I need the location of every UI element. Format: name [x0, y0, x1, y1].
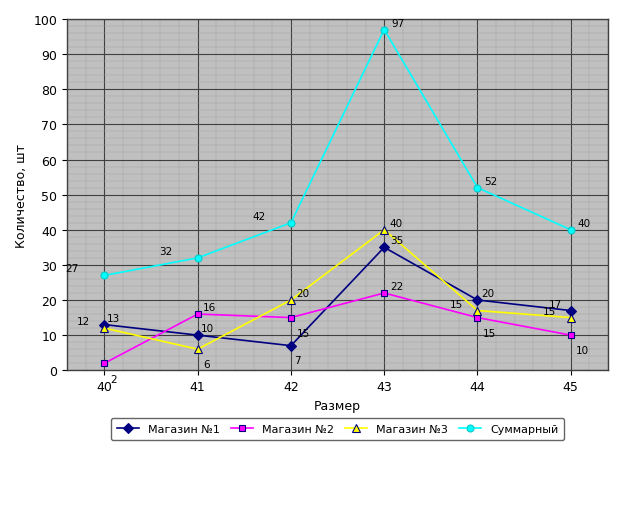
Магазин №3	[287, 297, 295, 304]
Магазин №1	[194, 332, 201, 338]
Text: 35: 35	[390, 236, 403, 246]
Legend: Магазин №1, Магазин №2, Магазин №3, Суммарный: Магазин №1, Магазин №2, Магазин №3, Сумм…	[111, 418, 564, 440]
Text: 12: 12	[77, 317, 90, 327]
Магазин №2	[381, 290, 388, 296]
Магазин №2	[473, 315, 481, 321]
Text: 10: 10	[201, 324, 214, 333]
Суммарный	[473, 185, 481, 191]
Магазин №2	[567, 332, 574, 338]
Line: Магазин №3: Магазин №3	[100, 226, 575, 354]
Text: 27: 27	[65, 264, 79, 274]
Text: 40: 40	[578, 218, 591, 228]
Text: 15: 15	[543, 306, 556, 316]
Магазин №3	[567, 315, 574, 321]
Text: 16: 16	[203, 302, 217, 313]
Суммарный	[381, 27, 388, 33]
Магазин №3	[473, 308, 481, 314]
Text: 20: 20	[297, 288, 310, 298]
Суммарный	[194, 256, 201, 262]
Магазин №1	[381, 245, 388, 251]
Магазин №2	[101, 361, 108, 367]
Text: 2: 2	[110, 374, 117, 384]
Суммарный	[287, 220, 295, 226]
Text: 13: 13	[107, 313, 120, 323]
Магазин №1	[473, 297, 481, 304]
Text: 7: 7	[293, 355, 300, 365]
Text: 15: 15	[483, 328, 497, 338]
Магазин №3	[194, 346, 201, 352]
Магазин №2	[287, 315, 295, 321]
Магазин №1	[567, 308, 574, 314]
Text: 6: 6	[203, 360, 210, 370]
Text: 22: 22	[390, 281, 403, 291]
Y-axis label: Количество, шт: Количество, шт	[15, 143, 28, 247]
Text: 15: 15	[450, 299, 463, 309]
Суммарный	[101, 273, 108, 279]
Text: 40: 40	[390, 218, 403, 228]
Text: 20: 20	[482, 288, 495, 298]
Суммарный	[567, 227, 574, 233]
Магазин №1	[101, 322, 108, 328]
Text: 42: 42	[252, 212, 265, 221]
Text: 10: 10	[576, 346, 589, 356]
Text: 32: 32	[159, 246, 172, 257]
Магазин №1	[287, 343, 295, 349]
Text: 17: 17	[548, 299, 562, 309]
Text: 15: 15	[297, 328, 310, 338]
Line: Магазин №1: Магазин №1	[101, 244, 574, 349]
X-axis label: Размер: Размер	[314, 399, 361, 412]
Text: 52: 52	[485, 176, 498, 186]
Магазин №3	[381, 227, 388, 233]
Магазин №3	[101, 325, 108, 331]
Line: Суммарный: Суммарный	[101, 27, 574, 279]
Line: Магазин №2: Магазин №2	[101, 290, 574, 367]
Магазин №2	[194, 312, 201, 318]
Text: 97: 97	[391, 19, 404, 29]
